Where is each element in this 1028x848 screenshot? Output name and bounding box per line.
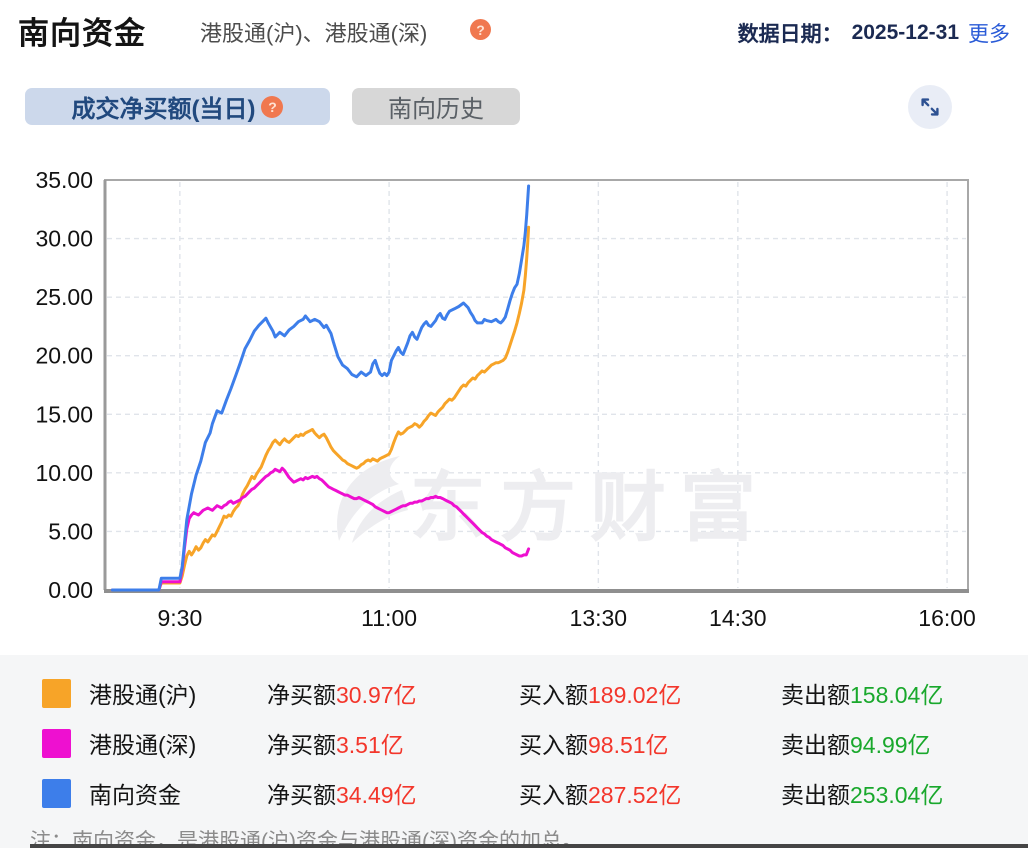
- tab-label: 南向历史: [388, 96, 484, 123]
- series-name: 南向资金: [89, 782, 181, 808]
- svg-text:14:30: 14:30: [709, 605, 767, 631]
- net-buy-metric: 净买额30.97亿: [267, 682, 417, 708]
- svg-text:5.00: 5.00: [48, 518, 93, 544]
- svg-text:11:00: 11:00: [361, 605, 417, 631]
- svg-text:10.00: 10.00: [35, 460, 93, 486]
- series-line: [110, 466, 531, 592]
- svg-text:9:30: 9:30: [157, 605, 202, 631]
- expand-button[interactable]: [908, 85, 952, 129]
- svg-text:25.00: 25.00: [35, 284, 93, 310]
- capital-flow-line-chart[interactable]: 东方财富 35.00 30.00 25.00 20.00 15.00 10.00 5.00 0.…: [0, 150, 1028, 650]
- legend-panel: 港股通(沪) 净买额30.97亿 买入额189.02亿 卖出额158.04亿 港…: [0, 655, 1028, 848]
- net-buy-metric: 净买额34.49亿: [267, 782, 417, 808]
- buy-metric: 买入额98.51亿: [519, 732, 669, 758]
- diagonal-arrows-icon: [921, 98, 939, 116]
- chart-area: 东方财富 35.00 30.00 25.00 20.00 15.00 10.00 5.00 0.…: [0, 150, 1028, 650]
- svg-text:东方财富: 东方财富: [410, 466, 770, 551]
- series-name: 港股通(深): [89, 732, 197, 758]
- tab-net-buy-today[interactable]: 成交净买额(当日) ?: [25, 88, 330, 125]
- svg-text:20.00: 20.00: [35, 343, 93, 369]
- more-link[interactable]: 更多: [968, 23, 1010, 46]
- svg-text:30.00: 30.00: [35, 226, 93, 252]
- svg-text:16:00: 16:00: [918, 605, 976, 631]
- buy-metric: 买入额287.52亿: [519, 782, 682, 808]
- legend-row-hu: 港股通(沪) 净买额30.97亿 买入额189.02亿 卖出额158.04亿: [0, 668, 1028, 718]
- tab-label: 成交净买额(当日): [71, 96, 256, 123]
- series-swatch: [42, 728, 71, 758]
- tab-southbound-history[interactable]: 南向历史: [352, 88, 520, 125]
- buy-metric: 买入额189.02亿: [519, 682, 682, 708]
- series-line: [110, 184, 531, 592]
- svg-text:13:30: 13:30: [570, 605, 628, 631]
- page-subtitle: 港股通(沪)、港股通(深): [200, 21, 428, 46]
- series-swatch: [42, 678, 71, 708]
- series-line: [110, 225, 531, 592]
- data-date-label: 数据日期：: [737, 23, 843, 46]
- legend-row-shen: 港股通(深) 净买额3.51亿 买入额98.51亿 卖出额94.99亿: [0, 718, 1028, 768]
- svg-text:0.00: 0.00: [48, 577, 93, 603]
- footnote: 注：南向资金，是港股通(沪)资金与港股通(深)资金的加总。: [30, 830, 583, 848]
- help-icon[interactable]: ?: [261, 95, 284, 118]
- sell-metric: 卖出额158.04亿: [781, 682, 944, 708]
- sell-metric: 卖出额253.04亿: [781, 782, 944, 808]
- help-icon[interactable]: ?: [470, 19, 491, 40]
- bottom-divider: [30, 844, 1028, 848]
- svg-text:35.00: 35.00: [35, 167, 93, 193]
- data-date-area: 数据日期： 2025-12-31 更多: [738, 18, 1010, 48]
- page-title: 南向资金: [18, 16, 146, 51]
- legend-row-southbound: 南向资金 净买额34.49亿 买入额287.52亿 卖出额253.04亿: [0, 768, 1028, 818]
- series-swatch: [42, 778, 71, 808]
- series-name: 港股通(沪): [89, 682, 197, 708]
- net-buy-metric: 净买额3.51亿: [267, 732, 404, 758]
- watermark: 东方财富: [337, 456, 770, 551]
- svg-text:15.00: 15.00: [35, 401, 93, 427]
- sell-metric: 卖出额94.99亿: [781, 732, 931, 758]
- data-date-value: 2025-12-31: [851, 21, 959, 44]
